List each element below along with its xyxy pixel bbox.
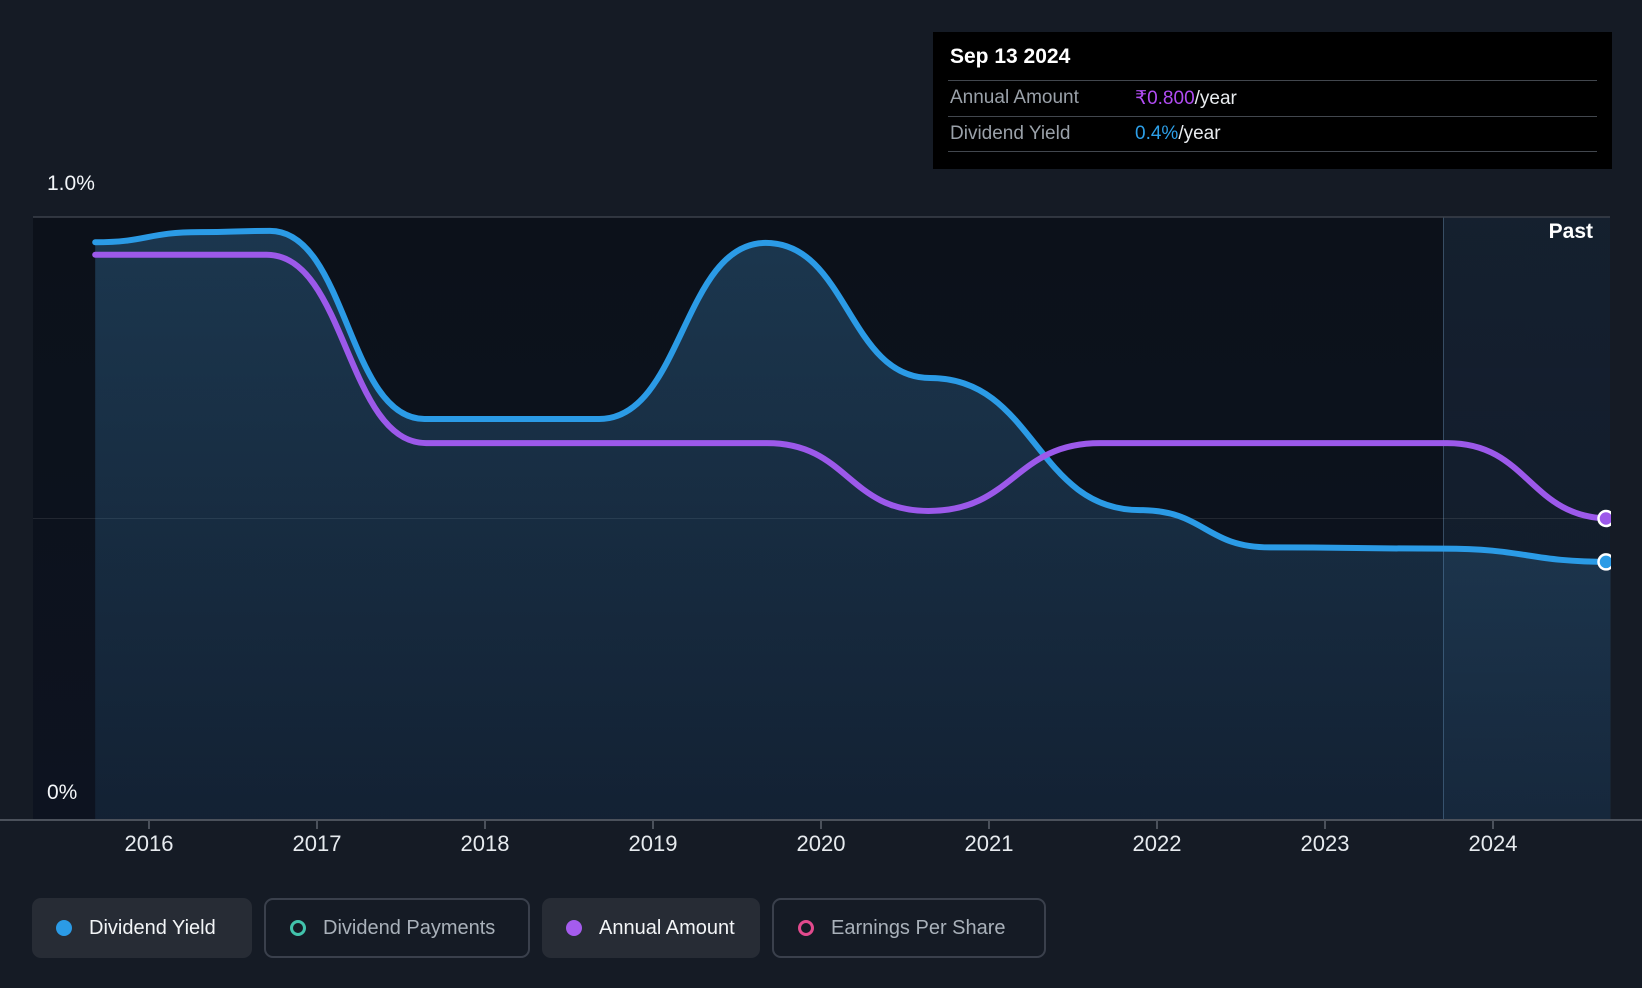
annual-amount-suffix: /year [1194, 88, 1237, 109]
past-region-label: Past [1548, 220, 1593, 243]
legend-dividend-payments-button[interactable]: Dividend Payments [264, 898, 530, 958]
dividend-yield-value: 0.4% [1135, 123, 1179, 144]
dividend-yield-suffix: /year [1178, 123, 1221, 144]
legend-dividend-yield-button[interactable]: Dividend Yield [32, 898, 252, 958]
y-axis-label-max: 1.0% [47, 172, 95, 195]
dividend-payments-ring-icon [290, 920, 306, 936]
tooltip-divider [948, 151, 1597, 152]
x-axis [0, 819, 1642, 829]
legend-label: Dividend Yield [89, 916, 216, 939]
legend-label: Earnings Per Share [831, 916, 1006, 939]
tooltip-divider [948, 116, 1597, 117]
x-axis-label-2024: 2024 [1468, 831, 1518, 856]
dividend-yield-line [92, 227, 1611, 565]
dividend-yield-area [95, 230, 1611, 820]
tooltip-divider [948, 80, 1597, 81]
earnings-per-share-ring-icon [798, 920, 814, 936]
tooltip-annual-amount-label: Annual Amount [950, 87, 1079, 108]
legend-label: Dividend Payments [323, 916, 496, 939]
series-layer [92, 227, 1611, 820]
x-axis-label-2017: 2017 [292, 831, 342, 856]
x-axis-label-2016: 2016 [124, 831, 174, 856]
y-axis-label-zero: 0% [47, 781, 78, 804]
x-axis-label-2023: 2023 [1300, 831, 1350, 856]
dividend-yield-dot-icon [56, 920, 72, 936]
x-axis-label-2019: 2019 [628, 831, 678, 856]
annual-amount-endpoint-marker [1597, 509, 1611, 528]
annual-amount-value: ₹0.800 [1135, 88, 1195, 109]
tooltip-date: Sep 13 2024 [950, 45, 1071, 68]
tooltip-dividend-yield-label: Dividend Yield [950, 123, 1071, 144]
legend-earnings-per-share-button[interactable]: Earnings Per Share [772, 898, 1046, 958]
annual-amount-dot-icon [566, 920, 582, 936]
annual-amount-line [92, 251, 1611, 522]
x-axis-label-2018: 2018 [460, 831, 510, 856]
x-axis-label-2020: 2020 [796, 831, 846, 856]
legend-label: Annual Amount [599, 916, 735, 939]
x-axis-label-2021: 2021 [964, 831, 1014, 856]
legend-annual-amount-button[interactable]: Annual Amount [542, 898, 760, 958]
tooltip-annual-amount-value: ₹0.800/year [1135, 87, 1237, 110]
tooltip-dividend-yield-value: 0.4%/year [1135, 123, 1221, 145]
dividend-yield-endpoint-marker [1597, 553, 1611, 571]
x-axis-label-2022: 2022 [1132, 831, 1182, 856]
chart-tooltip: Sep 13 2024 Annual Amount ₹0.800/year Di… [933, 32, 1612, 169]
